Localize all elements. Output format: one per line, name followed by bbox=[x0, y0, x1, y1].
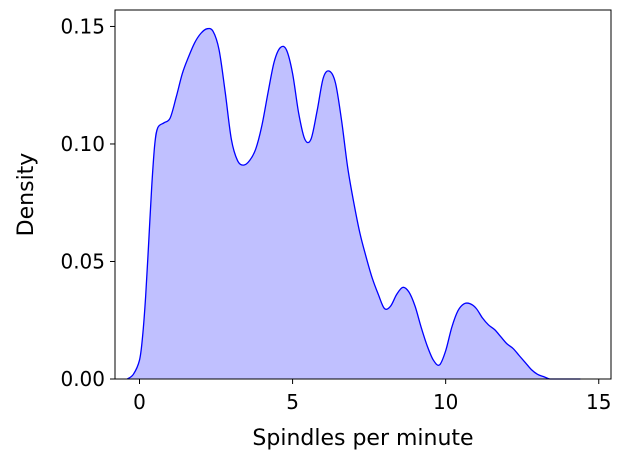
y-axis: 0.00 0.05 0.10 0.15 bbox=[60, 14, 115, 391]
x-tick-label: 0 bbox=[133, 390, 146, 414]
x-axis-title: Spindles per minute bbox=[252, 426, 473, 451]
plot-area bbox=[126, 27, 581, 380]
x-tick-label: 5 bbox=[286, 390, 299, 414]
y-tick-label: 0.15 bbox=[60, 14, 105, 38]
y-axis-title: Density bbox=[14, 153, 39, 237]
x-tick-label: 15 bbox=[586, 390, 611, 414]
x-axis: 0 5 10 15 bbox=[133, 379, 611, 414]
plot-frame bbox=[114, 9, 612, 380]
y-tick-label: 0.10 bbox=[60, 132, 105, 156]
density-curve-line bbox=[126, 27, 581, 380]
y-tick-label: 0.05 bbox=[60, 249, 105, 273]
x-tick-label: 10 bbox=[433, 390, 458, 414]
y-tick-label: 0.00 bbox=[60, 367, 105, 391]
